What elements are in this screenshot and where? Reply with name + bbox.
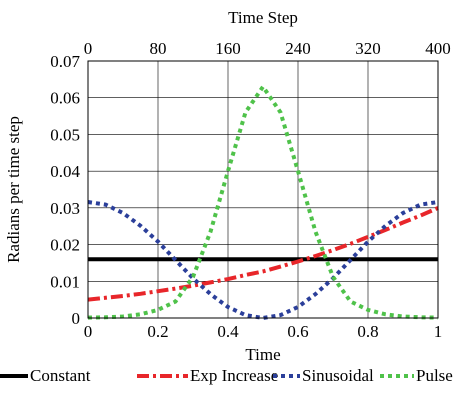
y-tick-label: 0.05 [50, 125, 80, 144]
x-tick-label: 0.6 [287, 322, 308, 341]
x2-tick-label: 400 [425, 39, 451, 58]
y-tick-label: 0 [72, 309, 81, 328]
y-tick-label: 0.04 [50, 162, 80, 181]
x2-tick-label: 160 [215, 39, 241, 58]
x2-axis-ticks: 0 80 160 240 320 400 [84, 39, 451, 58]
legend-label: Exp Increase [190, 366, 278, 385]
x2-tick-label: 240 [285, 39, 311, 58]
y-tick-label: 0.07 [50, 52, 80, 71]
x-tick-label: 0.2 [147, 322, 168, 341]
series-line-sinusoidal [87, 200, 439, 321]
x2-axis-label: Time Step [228, 8, 298, 27]
plot-frame [87, 60, 439, 319]
x-tick-label: 0.8 [357, 322, 378, 341]
legend-label: Sinusoidal [302, 366, 374, 385]
x-axis-label: Time [245, 345, 280, 364]
y-tick-label: 0.03 [50, 199, 80, 218]
x-tick-label: 0.4 [217, 322, 239, 341]
x-tick-label: 0 [84, 322, 93, 341]
legend: Constant Exp Increase Sinusoidal Pulse [0, 366, 453, 385]
y-axis-ticks: 0 0.01 0.02 0.03 0.04 0.05 0.06 0.07 [50, 52, 80, 328]
legend-label: Constant [30, 366, 91, 385]
y-tick-label: 0.02 [50, 236, 80, 255]
x-tick-label: 1 [434, 322, 443, 341]
x-axis-ticks: 0 0.2 0.4 0.6 0.8 1 [84, 322, 443, 341]
x2-tick-label: 320 [355, 39, 381, 58]
x2-tick-label: 0 [84, 39, 93, 58]
series-line-pulse [87, 83, 439, 320]
x2-tick-label: 80 [150, 39, 167, 58]
series-lines [87, 83, 439, 321]
legend-label: Pulse [416, 366, 453, 385]
series-line-exp-increase [87, 206, 439, 302]
y-tick-label: 0.06 [50, 89, 80, 108]
grid [87, 60, 439, 319]
y-tick-label: 0.01 [50, 272, 80, 291]
y-axis-label: Radians per time step [4, 116, 23, 263]
